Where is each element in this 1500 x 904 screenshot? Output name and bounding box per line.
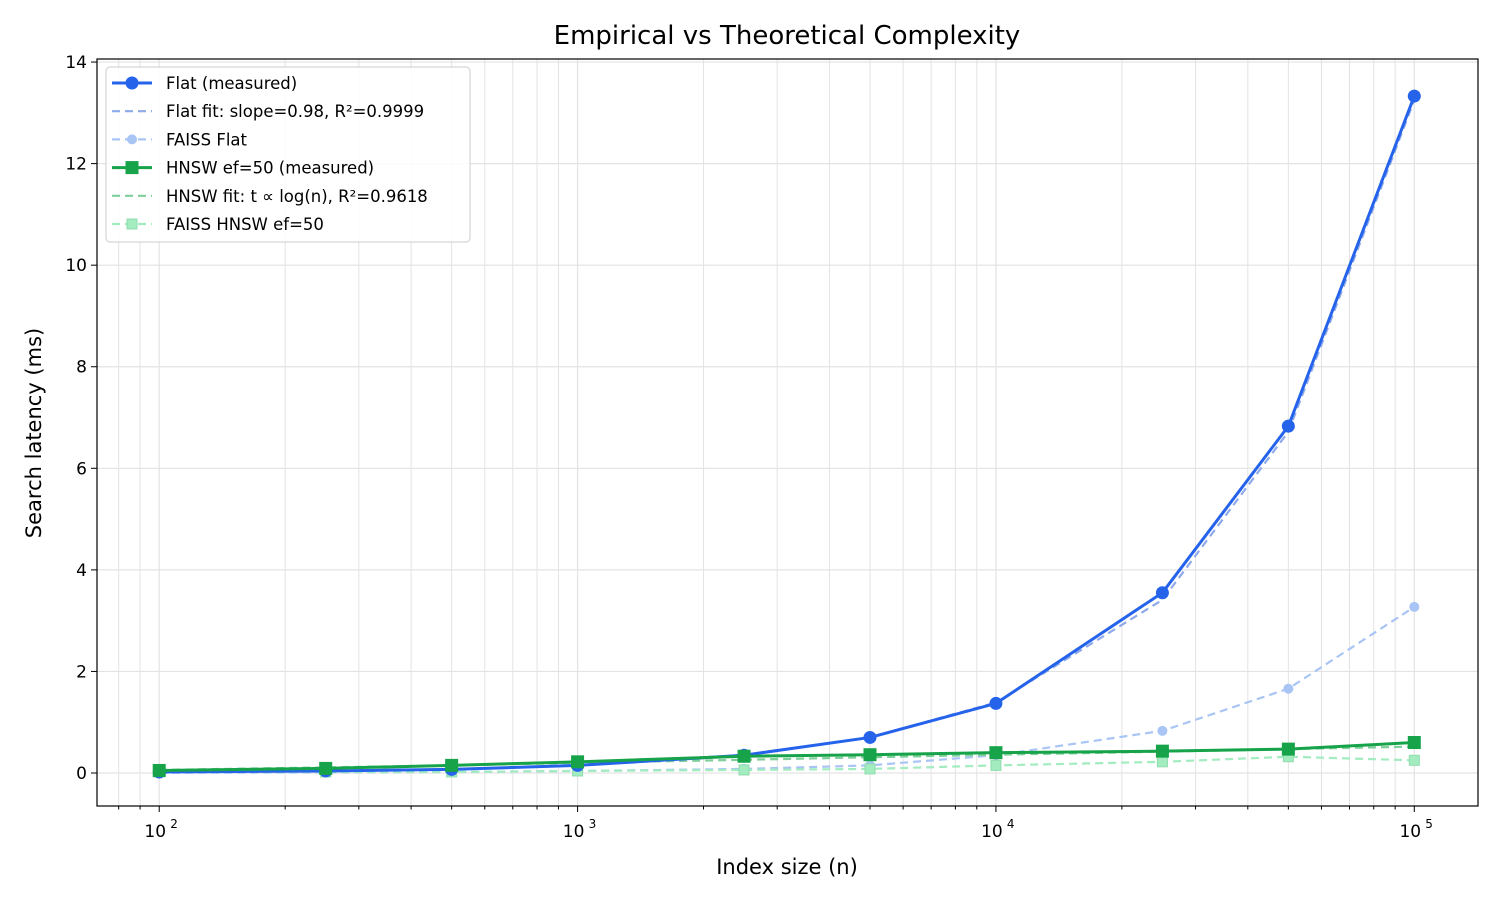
series-line [159, 95, 1416, 774]
y-tick-label: 10 [65, 256, 87, 276]
series-line [159, 755, 1415, 774]
y-tick-label: 6 [76, 459, 87, 479]
y-axis-label: Search latency (ms) [22, 328, 46, 538]
legend-marker [127, 134, 137, 145]
series-line [159, 741, 1415, 772]
x-tick-exponent: 3 [589, 817, 597, 831]
legend-entry: HNSW ef=50 (measured) [112, 159, 374, 178]
y-tick-label: 12 [65, 155, 87, 175]
y-tick-label: 0 [76, 764, 87, 784]
data-point [152, 763, 166, 777]
data-point [989, 696, 1003, 710]
legend-entry: HNSW fit: t ∝ log(n), R²=0.9618 [112, 187, 428, 206]
legend-entry: Flat fit: slope=0.98, R²=0.9999 [112, 102, 424, 121]
series-3 [152, 736, 1421, 777]
x-tick-exponent: 4 [1007, 817, 1015, 831]
data-point [1407, 736, 1421, 750]
legend-label: Flat (measured) [166, 74, 297, 93]
x-tick-label: 10 [981, 822, 1003, 842]
data-point [990, 759, 1002, 771]
legend-marker [126, 218, 138, 230]
legend-label: FAISS Flat [166, 130, 248, 149]
y-tick-label: 14 [65, 53, 87, 73]
data-point [1283, 683, 1294, 694]
x-tick-exponent: 5 [1425, 817, 1433, 831]
data-point [863, 730, 877, 744]
legend-label: Flat fit: slope=0.98, R²=0.9999 [166, 102, 424, 121]
chart-title: Empirical vs Theoretical Complexity [554, 21, 1021, 51]
legend-label: HNSW ef=50 (measured) [166, 159, 374, 178]
x-tick-label: 10 [563, 822, 585, 842]
legend-entry: FAISS Flat [112, 130, 248, 149]
y-tick-label: 2 [76, 662, 87, 682]
legend-marker [125, 161, 139, 175]
legend-marker [125, 76, 139, 90]
legend-label: HNSW fit: t ∝ log(n), R²=0.9618 [166, 187, 428, 206]
data-point [1281, 742, 1295, 756]
legend: Flat (measured) Flat fit: slope=0.98, R²=… [105, 66, 471, 243]
x-tick-exponent: 2 [170, 817, 178, 831]
legend-label: FAISS HNSW ef=50 [166, 215, 324, 234]
y-tick-label: 8 [76, 358, 87, 378]
data-point [445, 758, 459, 772]
data-point [1408, 754, 1420, 766]
series-line [159, 606, 1415, 774]
data-point [989, 746, 1003, 760]
legend-box [105, 66, 471, 243]
data-point [1281, 419, 1295, 433]
legend-entry: FAISS HNSW ef=50 [112, 215, 324, 234]
x-tick-label: 10 [1399, 822, 1421, 842]
y-tick-label: 4 [76, 561, 87, 581]
data-point [1157, 725, 1168, 736]
data-point [738, 764, 750, 776]
data-point [319, 761, 333, 775]
axis-ticks: 0 2 4 6 8 10 12 14 10 2 10 3 10 4 10 5 [65, 53, 1433, 842]
data-point [1155, 586, 1169, 600]
series-layer [152, 89, 1421, 779]
data-point [1155, 744, 1169, 758]
data-point [1156, 756, 1168, 768]
x-tick-label: 10 [144, 822, 166, 842]
data-point [1407, 89, 1421, 103]
legend-entry: Flat (measured) [112, 74, 297, 93]
data-point [571, 755, 585, 769]
x-axis-label: Index size (n) [716, 855, 858, 879]
plot-frame [96, 58, 1479, 807]
data-point [737, 749, 751, 763]
data-point [863, 748, 877, 762]
data-point [1409, 601, 1420, 612]
data-point [864, 763, 876, 775]
